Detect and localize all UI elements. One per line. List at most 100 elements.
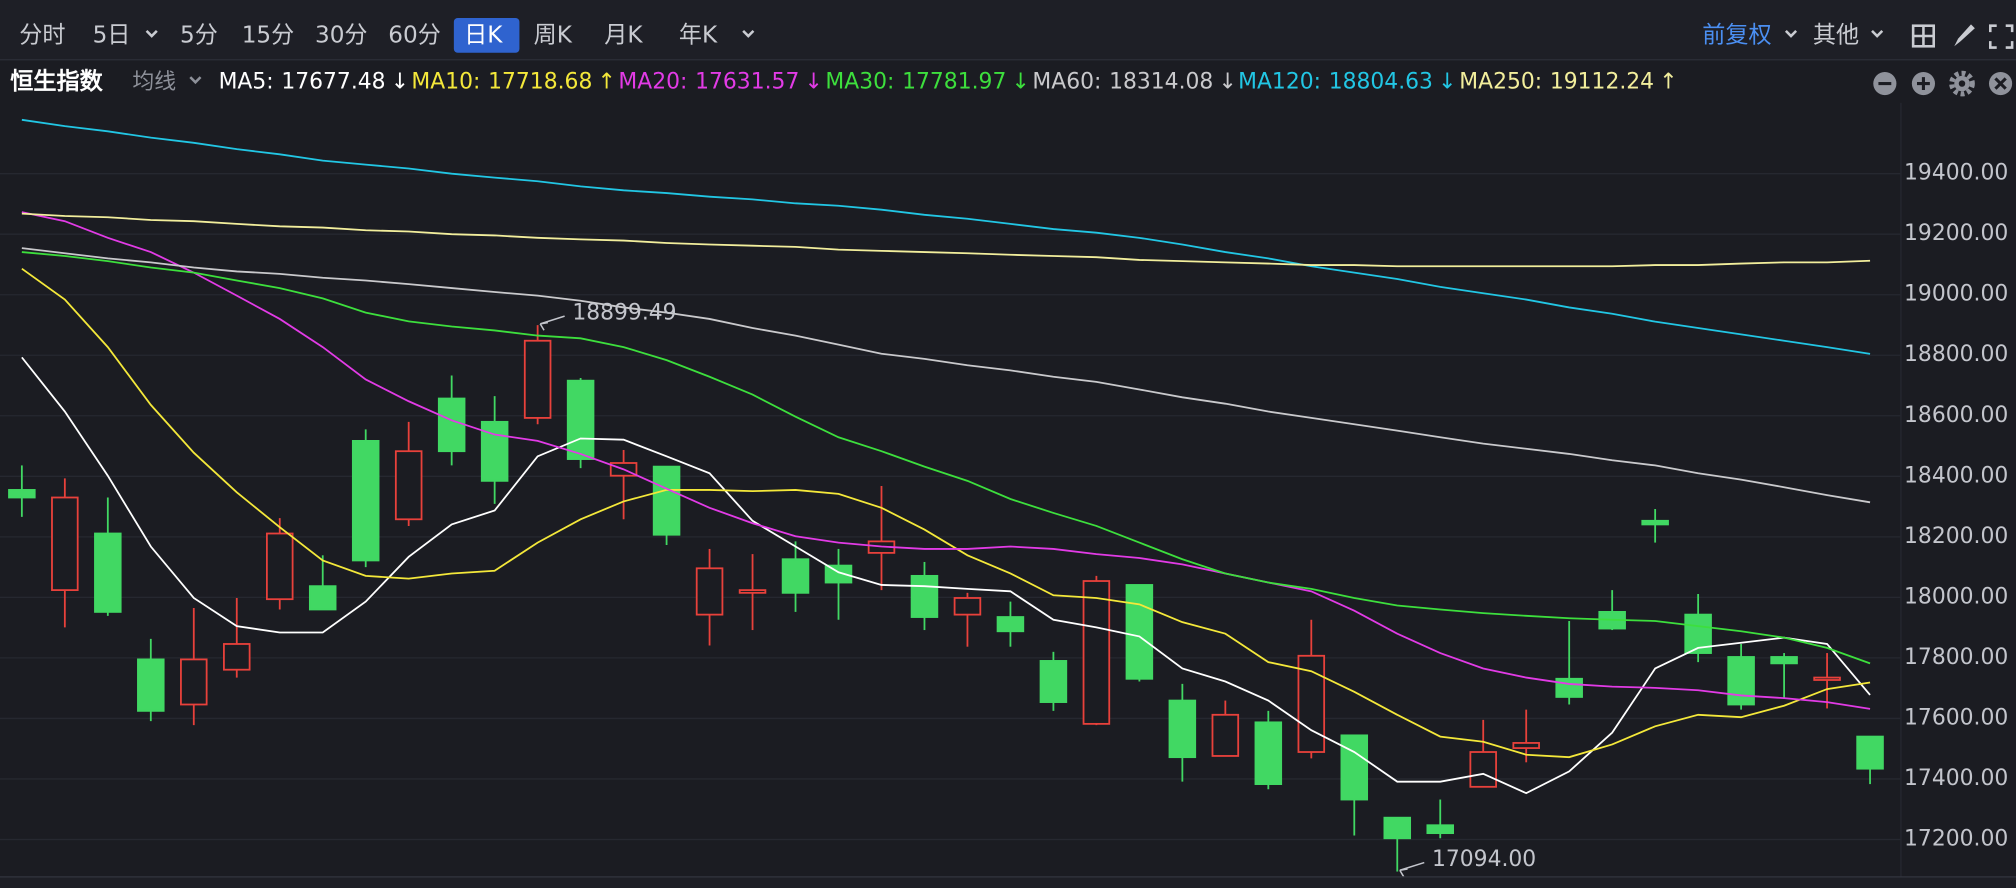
- layout-icon[interactable]: [1911, 24, 1936, 48]
- annotation-label: 17094.00: [1432, 847, 1536, 872]
- candle-body: [1856, 735, 1884, 770]
- settings-glyph: [1958, 80, 1966, 87]
- candle-body: [1039, 660, 1068, 703]
- ma-lines: [21, 118, 1871, 795]
- candle-body: [1082, 580, 1111, 725]
- tab[interactable]: 60分: [388, 22, 441, 48]
- ma-line: [21, 247, 1871, 504]
- annotation-arrow: [1399, 861, 1425, 878]
- candle-body: [1813, 676, 1841, 681]
- candle-body: [1512, 742, 1540, 749]
- legend-trend: ↓: [1011, 69, 1029, 94]
- tab[interactable]: 5分: [180, 22, 218, 48]
- legend-value: 18314.08: [1109, 69, 1213, 94]
- draw-icon[interactable]: [1954, 24, 1975, 47]
- legend-entry: MA5: 17677.48 ↓: [219, 69, 409, 94]
- legend-value: 17677.48: [281, 69, 385, 94]
- legend-separator: :: [887, 69, 894, 94]
- legend-entry: MA250: 19112.24 ↑: [1459, 69, 1677, 94]
- candle-body: [394, 450, 423, 521]
- ma-line: [21, 118, 1871, 355]
- candle-body: [1211, 713, 1240, 757]
- candle-body: [566, 379, 595, 460]
- candle-body: [1254, 721, 1283, 785]
- legend: MA5: 17677.48 ↓ MA10: 17718.68 ↑ MA20: 17631.57…: [219, 69, 1678, 94]
- candle-body: [738, 589, 767, 594]
- candle-body: [1125, 584, 1154, 680]
- more-select[interactable]: 其他: [1813, 22, 1859, 48]
- legend-trend: ↑: [1659, 69, 1677, 94]
- y-tick-label: 18000.00: [1904, 584, 2008, 609]
- dropdown-icon[interactable]: [1784, 29, 1798, 38]
- candle-body: [8, 489, 36, 499]
- candle-body: [953, 597, 982, 616]
- close-glyph: [1994, 77, 2007, 90]
- legend-trend: ↓: [391, 69, 409, 94]
- legend-name: MA20: [618, 69, 680, 94]
- ma-line: [21, 211, 1871, 710]
- legend-separator: :: [1314, 69, 1321, 94]
- legend-name: MA120: [1238, 69, 1313, 94]
- legend-entry: MA30: 17781.97 ↓: [825, 69, 1029, 94]
- legend-entry: MA60: 18314.08 ↓: [1032, 69, 1236, 94]
- dropdown-icon[interactable]: [145, 29, 158, 38]
- candle-body: [180, 658, 208, 706]
- tab[interactable]: 分时: [19, 22, 65, 48]
- tab[interactable]: 周K: [534, 22, 573, 48]
- legend-value: 18804.63: [1329, 69, 1433, 94]
- annotations: 18899.49 17094.00: [539, 301, 1536, 878]
- candle-body: [652, 465, 681, 536]
- legend-separator: :: [266, 69, 273, 94]
- candle-body: [695, 567, 724, 616]
- legend-trend: ↓: [804, 69, 822, 94]
- tab[interactable]: 30分: [315, 22, 368, 48]
- settings-button[interactable]: [1949, 70, 1975, 97]
- symbol-name: 恒生指数: [10, 69, 103, 95]
- legend-value: 19112.24: [1550, 69, 1654, 94]
- legend-trend: ↑: [597, 69, 615, 94]
- toolbar: [0, 0, 2016, 60]
- candle-body: [1555, 677, 1583, 698]
- candle-body: [1340, 734, 1369, 801]
- legend-name: MA60: [1032, 69, 1094, 94]
- legend-value: 17781.97: [902, 69, 1006, 94]
- y-tick-label: 19000.00: [1904, 282, 2008, 307]
- dropdown-icon[interactable]: [742, 29, 755, 38]
- annotation-arrow: [539, 315, 565, 331]
- candles: [8, 325, 1884, 872]
- adjust-select[interactable]: 前复权: [1702, 22, 1771, 48]
- candle-body: [1727, 656, 1755, 706]
- candle-body: [1770, 656, 1798, 665]
- y-tick-label: 18600.00: [1904, 403, 2008, 428]
- ma-line: [21, 251, 1871, 665]
- tab-selected[interactable]: 日K: [464, 22, 503, 48]
- indicator-select[interactable]: 均线: [132, 69, 176, 94]
- tab[interactable]: 15分: [242, 22, 295, 48]
- candle-body: [51, 496, 79, 592]
- selected-tab-bg: [453, 17, 520, 53]
- legend-name: MA5: [219, 69, 267, 94]
- candle-body: [996, 616, 1025, 633]
- legend-entry: MA120: 18804.63 ↓: [1238, 69, 1456, 94]
- legend-name: MA30: [825, 69, 887, 94]
- fullscreen-icon[interactable]: [1989, 24, 2014, 49]
- dropdown-icon[interactable]: [189, 76, 202, 85]
- y-tick-label: 18800.00: [1904, 342, 2008, 367]
- ma-line: [21, 356, 1871, 795]
- legend-entry: MA20: 17631.57 ↓: [618, 69, 822, 94]
- volume-panel: [0, 876, 2016, 888]
- tab[interactable]: 年K: [679, 22, 718, 48]
- tab[interactable]: 月K: [604, 22, 643, 48]
- legend-entry: MA10: 17718.68 ↑: [411, 69, 615, 94]
- legend-trend: ↓: [1218, 69, 1236, 94]
- dropdown-icon[interactable]: [1871, 29, 1884, 38]
- candle-body: [1469, 751, 1497, 788]
- tab[interactable]: 5日: [93, 22, 131, 48]
- y-tick-label: 17800.00: [1904, 645, 2008, 670]
- y-tick-label: 19400.00: [1904, 161, 2008, 186]
- candle-body: [824, 564, 853, 584]
- candle-body: [781, 558, 810, 594]
